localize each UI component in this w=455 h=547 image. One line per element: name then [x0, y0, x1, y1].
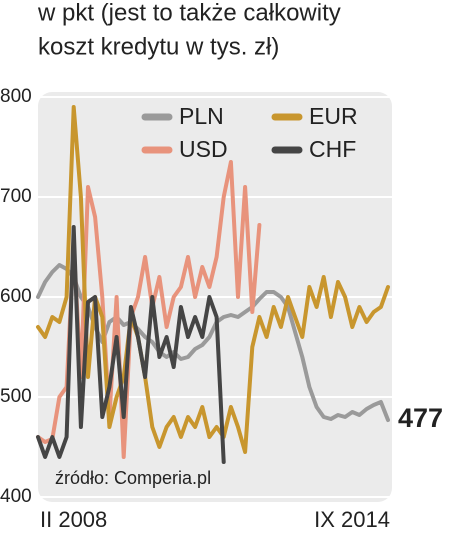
series-line — [36, 225, 226, 464]
source-note: źródło: Comperia.pl — [55, 468, 211, 488]
y-tick-label: 800 — [0, 86, 32, 107]
y-tick-label: 500 — [0, 386, 32, 407]
value-label: 477 — [398, 403, 443, 433]
legend-label: USD — [179, 136, 228, 162]
x-tick-label: II 2008 — [40, 507, 107, 532]
chart-title: koszt kredytu w tys. zł) — [38, 33, 279, 60]
y-tick-label: 600 — [0, 286, 32, 307]
x-tick-label: IX 2014 — [314, 507, 390, 532]
legend-label: EUR — [309, 103, 358, 129]
y-tick-label: 700 — [0, 186, 32, 207]
legend-label: CHF — [309, 136, 356, 162]
y-tick-label: 400 — [0, 486, 32, 507]
legend-label: PLN — [179, 103, 224, 129]
chart-title: w pkt (jest to także całkowity — [37, 0, 341, 26]
